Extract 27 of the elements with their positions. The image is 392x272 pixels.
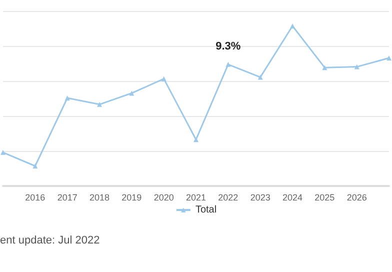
x-tick-label: 2019 [122,192,142,202]
x-tick-label: 2023 [250,192,270,202]
point [97,102,102,107]
x-tick-label: 2018 [89,192,110,202]
x-tick-label: 2026 [346,192,367,202]
point [386,56,392,60]
x-tick-label: 2025 [314,192,335,202]
point [290,24,295,28]
x-tick-label: 2022 [218,192,238,202]
point [0,150,6,155]
point [64,96,70,100]
point [161,76,166,82]
x-tick-label: 2020 [154,192,174,202]
point [226,62,231,67]
text: ent update: Jul 2022 [0,234,100,246]
point [258,74,263,80]
point [354,64,360,70]
point [322,65,328,70]
x-tick-label: 2017 [57,192,78,202]
point [129,90,134,96]
x-tick-label: 2021 [186,192,206,202]
legend-label: Total [195,204,217,216]
x-tick-label: 2024 [282,192,303,202]
x-tick-label: 2016 [25,192,46,202]
point [194,137,198,142]
annotation: 9.3% [216,40,241,52]
point [32,164,38,168]
